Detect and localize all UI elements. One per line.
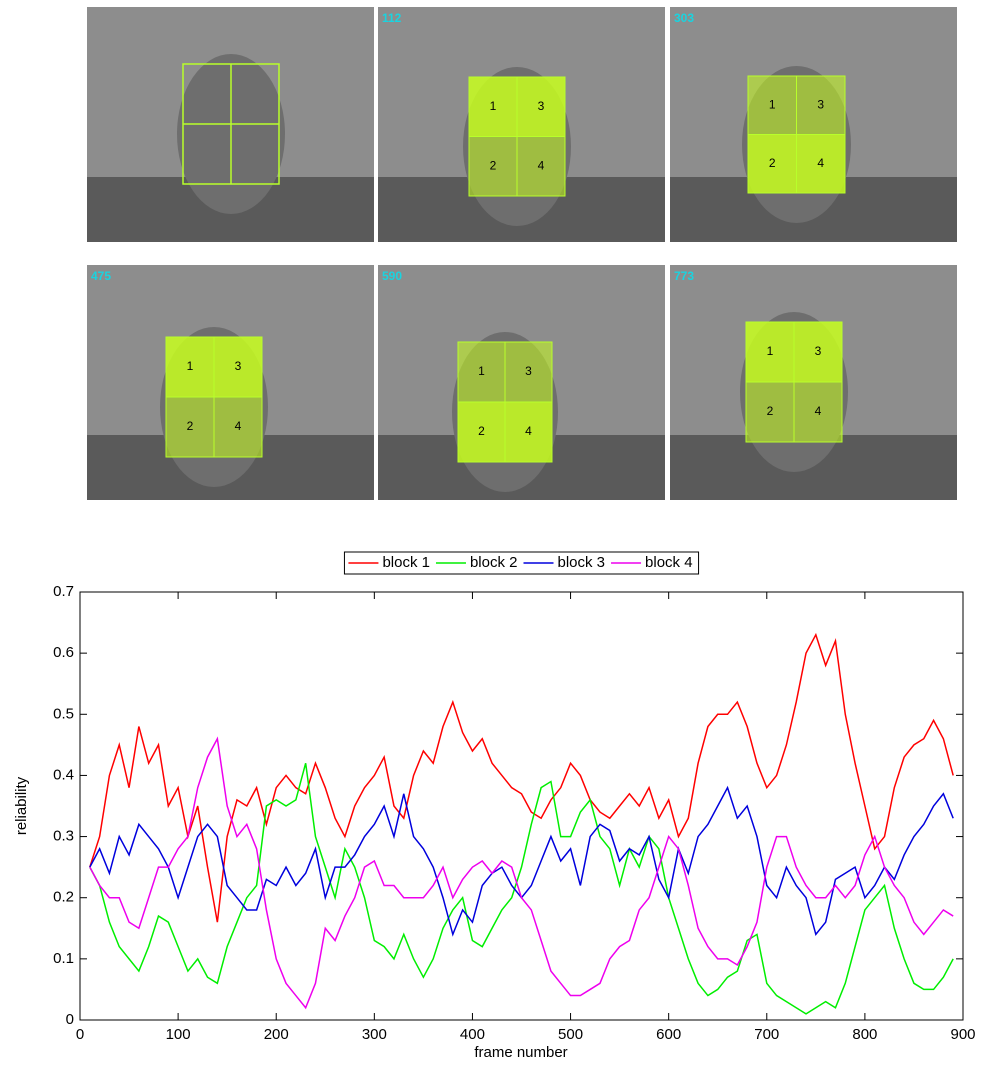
y-tick-label: 0 xyxy=(66,1011,74,1028)
x-tick-label: 500 xyxy=(558,1026,583,1043)
x-tick-label: 800 xyxy=(852,1026,877,1043)
block-label: 3 xyxy=(815,344,822,358)
block-label: 2 xyxy=(187,419,194,433)
block-label: 2 xyxy=(769,156,776,170)
legend-label: block 1 xyxy=(382,554,430,571)
x-tick-label: 100 xyxy=(166,1026,191,1043)
y-tick-label: 0.6 xyxy=(53,644,74,661)
page: {"frames": ["112", "303", "475", "590", … xyxy=(0,0,987,1074)
x-tick-label: 600 xyxy=(656,1026,681,1043)
block-label: 1 xyxy=(187,359,194,373)
x-axis-label: frame number xyxy=(474,1044,567,1061)
block-label: 1 xyxy=(490,99,497,113)
block-label: 2 xyxy=(490,158,497,172)
y-tick-label: 0.4 xyxy=(53,766,74,783)
y-tick-label: 0.1 xyxy=(53,950,74,967)
legend-label: block 3 xyxy=(558,554,606,571)
frame-number: 475 xyxy=(91,269,111,283)
frame-number: 112 xyxy=(382,11,402,25)
block-label: 3 xyxy=(817,97,824,111)
y-tick-label: 0.2 xyxy=(53,889,74,906)
y-tick-label: 0.7 xyxy=(53,583,74,600)
legend-label: block 2 xyxy=(470,554,518,571)
plot-area xyxy=(80,592,963,1020)
x-tick-label: 900 xyxy=(950,1026,975,1043)
legend-label: block 4 xyxy=(645,554,693,571)
block-label: 3 xyxy=(525,364,532,378)
x-tick-label: 0 xyxy=(76,1026,84,1043)
block-label: 4 xyxy=(538,158,545,172)
frame-number: 773 xyxy=(674,269,694,283)
block-label: 1 xyxy=(478,364,485,378)
x-tick-label: 400 xyxy=(460,1026,485,1043)
block-label: 2 xyxy=(767,404,774,418)
block-label: 1 xyxy=(767,344,774,358)
y-tick-label: 0.5 xyxy=(53,705,74,722)
block-label: 3 xyxy=(538,99,545,113)
y-tick-label: 0.3 xyxy=(53,828,74,845)
x-tick-label: 200 xyxy=(264,1026,289,1043)
x-tick-label: 700 xyxy=(754,1026,779,1043)
frame-number: 590 xyxy=(382,269,402,283)
legend: block 1 block 2 block 3 block 4 xyxy=(344,552,698,574)
figure: frame number reliability 112123430312344… xyxy=(0,0,987,1074)
block-label: 4 xyxy=(815,404,822,418)
block-label: 2 xyxy=(478,424,485,438)
y-axis-label: reliability xyxy=(13,776,30,835)
frame-number: 303 xyxy=(674,11,694,25)
block-label: 4 xyxy=(525,424,532,438)
block-label: 3 xyxy=(235,359,242,373)
block-label: 4 xyxy=(817,156,824,170)
block-label: 1 xyxy=(769,97,776,111)
x-tick-label: 300 xyxy=(362,1026,387,1043)
block-label: 4 xyxy=(235,419,242,433)
